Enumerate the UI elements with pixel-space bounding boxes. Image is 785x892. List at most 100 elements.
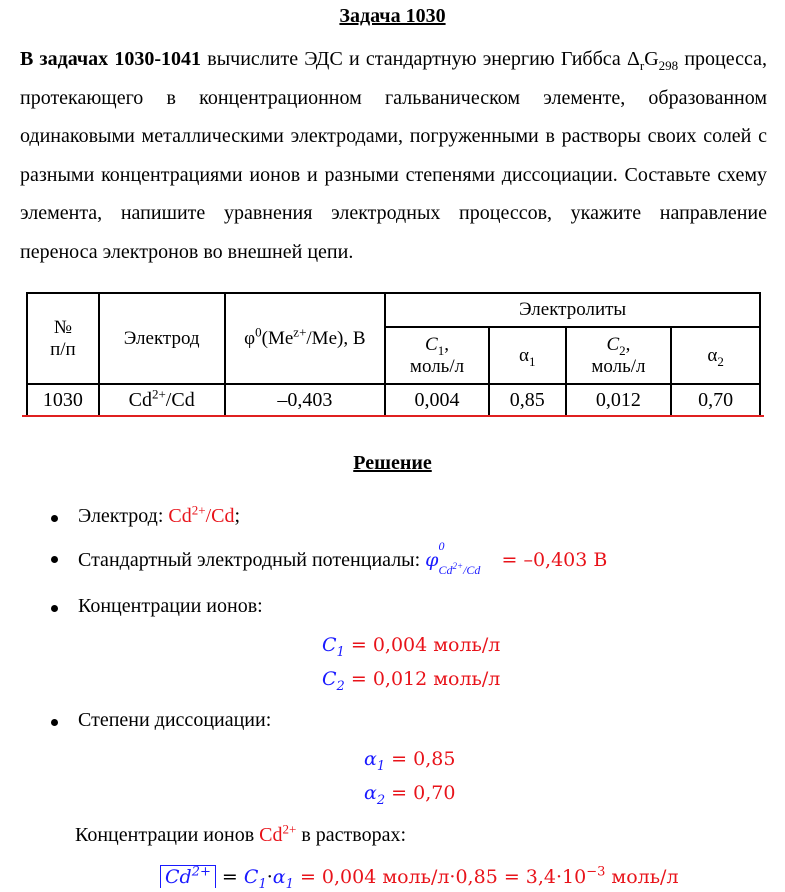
formula: Cd2+ = C1·α1 = 0,004 моль/л·0,85 = 3,4·1…	[160, 864, 679, 891]
formula-text: α	[272, 866, 286, 888]
electrode-text: Cd	[128, 389, 152, 411]
formula-text: 2+	[191, 864, 211, 880]
formula-text: 1	[258, 876, 267, 892]
header-potential: φ0(Mez+/Me), В	[223, 292, 387, 385]
intro-text: В задачах 1030-1041	[20, 48, 202, 70]
a1-text: α	[364, 748, 377, 770]
formula-text: C	[243, 866, 259, 888]
potential-text: Стандартный электродный потенциалы:	[78, 549, 426, 571]
potential-text: φ	[425, 549, 439, 571]
electrode-text: Cd	[168, 505, 192, 527]
intro-text: G	[644, 48, 659, 70]
potential-text: /Me), В	[306, 327, 366, 349]
a2-text: = 0,70	[391, 782, 456, 804]
c1-text: C	[322, 634, 337, 656]
text-part: 0 Cd2+/Cd	[438, 539, 481, 577]
cell: 0,70	[670, 383, 761, 417]
electrode-text: 2+	[151, 386, 166, 402]
a1-text: 1	[528, 353, 536, 369]
solution-heading: Решение	[353, 452, 432, 474]
electrode-text: Электрод:	[78, 505, 169, 527]
potential-text: φ	[244, 327, 256, 349]
c2-text: = 0,012 моль/л	[350, 668, 501, 690]
c2-text: C	[322, 668, 337, 690]
intro-text: 298	[658, 58, 679, 73]
formula-text: −3	[586, 864, 606, 880]
potential-text: z+	[293, 324, 307, 340]
cell: 1030	[26, 383, 100, 417]
num-text: №	[53, 316, 72, 338]
c1-text: = 0,004 моль/л	[350, 634, 501, 656]
potential-text: /Cd	[463, 563, 481, 577]
header-num: № п/п	[26, 292, 100, 385]
cell: 0,004	[384, 383, 490, 417]
electrode-line: Электрод: Cd2+/Cd;	[78, 502, 241, 528]
ion-conc-text: в растворах:	[296, 824, 407, 846]
c2-text: 2	[619, 342, 626, 358]
potential-text: (Me	[261, 327, 294, 349]
bullet	[51, 605, 58, 612]
data-table: № п/п Электрод φ0(Mez+/Me), В Электролиты…	[26, 292, 761, 417]
potential-line: Стандартный электродный потенциалы: φ 0 Cd…	[78, 539, 608, 577]
c1-text: 1	[336, 644, 345, 660]
formula-text: ·	[266, 866, 273, 888]
ion-conc-line: Концентрации ионов Cd2+ в растворах:	[75, 821, 407, 847]
bullet	[51, 556, 58, 563]
electrode-text: ;	[234, 505, 241, 527]
intro-text: вычислите ЭДС и стандартную энергию Гибб…	[201, 48, 640, 70]
c2-text: моль/л	[591, 355, 646, 377]
a1-text: = 0,85	[391, 748, 456, 770]
intro: В задачах 1030-1041 вычислите ЭДС и стан…	[20, 40, 767, 271]
header-electrolytes: Электролиты	[384, 292, 761, 328]
equation: α1 = 0,85	[364, 748, 456, 773]
header-electrode: Электрод	[97, 292, 226, 385]
formula-text: =	[221, 866, 238, 888]
ion-conc-text: Cd	[259, 824, 283, 846]
c1-text: C	[425, 333, 438, 355]
a1-text: 1	[376, 758, 386, 774]
a2-text: 2	[376, 792, 386, 808]
cell: Cd2+/Cd	[97, 383, 226, 417]
a2-text: α	[707, 344, 718, 366]
ion-conc-text: Концентрации ионов	[75, 824, 260, 846]
header-c1: C1, моль/л	[384, 326, 490, 385]
ion-conc-text: 2+	[282, 821, 297, 837]
electrode-text: /Cd	[205, 505, 235, 527]
c2-text: 2	[336, 678, 345, 694]
formula-text: = 0,004 моль/л·0,85 = 3,4·10	[299, 866, 587, 888]
red-line	[22, 415, 764, 417]
bullet	[51, 515, 58, 522]
intro-text: процесса, протекающего в концентрационно…	[20, 48, 767, 263]
electrode-text: /Cd	[165, 389, 195, 411]
equation: C2 = 0,012 моль/л	[322, 668, 501, 693]
header-a2: α2	[670, 326, 761, 385]
a2-text: α	[364, 782, 377, 804]
formula-text: 1	[285, 876, 294, 892]
a1-text: α	[518, 344, 529, 366]
c2-text: C	[606, 333, 620, 355]
num-text: п/п	[50, 338, 76, 360]
c1-text: моль/л	[409, 355, 465, 377]
potential-text: 2+	[452, 561, 464, 571]
cell: –0,403	[223, 383, 387, 417]
title: Задача 1030	[339, 5, 446, 27]
cell: 0,85	[487, 383, 567, 417]
c1-text: ,	[444, 333, 449, 355]
header-c2: C2, моль/л	[564, 326, 673, 385]
formula-text: моль/л	[605, 866, 679, 888]
header-a1: α1	[487, 326, 567, 385]
electrode-text: 2+	[191, 502, 206, 518]
potential-text: 0	[255, 324, 262, 340]
potential-text: Cd	[438, 563, 453, 577]
equation: α2 = 0,70	[364, 782, 456, 807]
c2-text: ,	[625, 333, 631, 355]
dissociation-label: Степени диссоциации:	[78, 709, 272, 731]
cell: 0,012	[564, 383, 673, 417]
formula-text: Cd	[165, 866, 192, 888]
equation: C1 = 0,004 моль/л	[322, 634, 501, 659]
bullet	[51, 719, 58, 726]
a2-text: 2	[717, 353, 724, 369]
potential-text: = –0,403 В	[501, 549, 608, 571]
intro-text: r	[639, 58, 645, 73]
